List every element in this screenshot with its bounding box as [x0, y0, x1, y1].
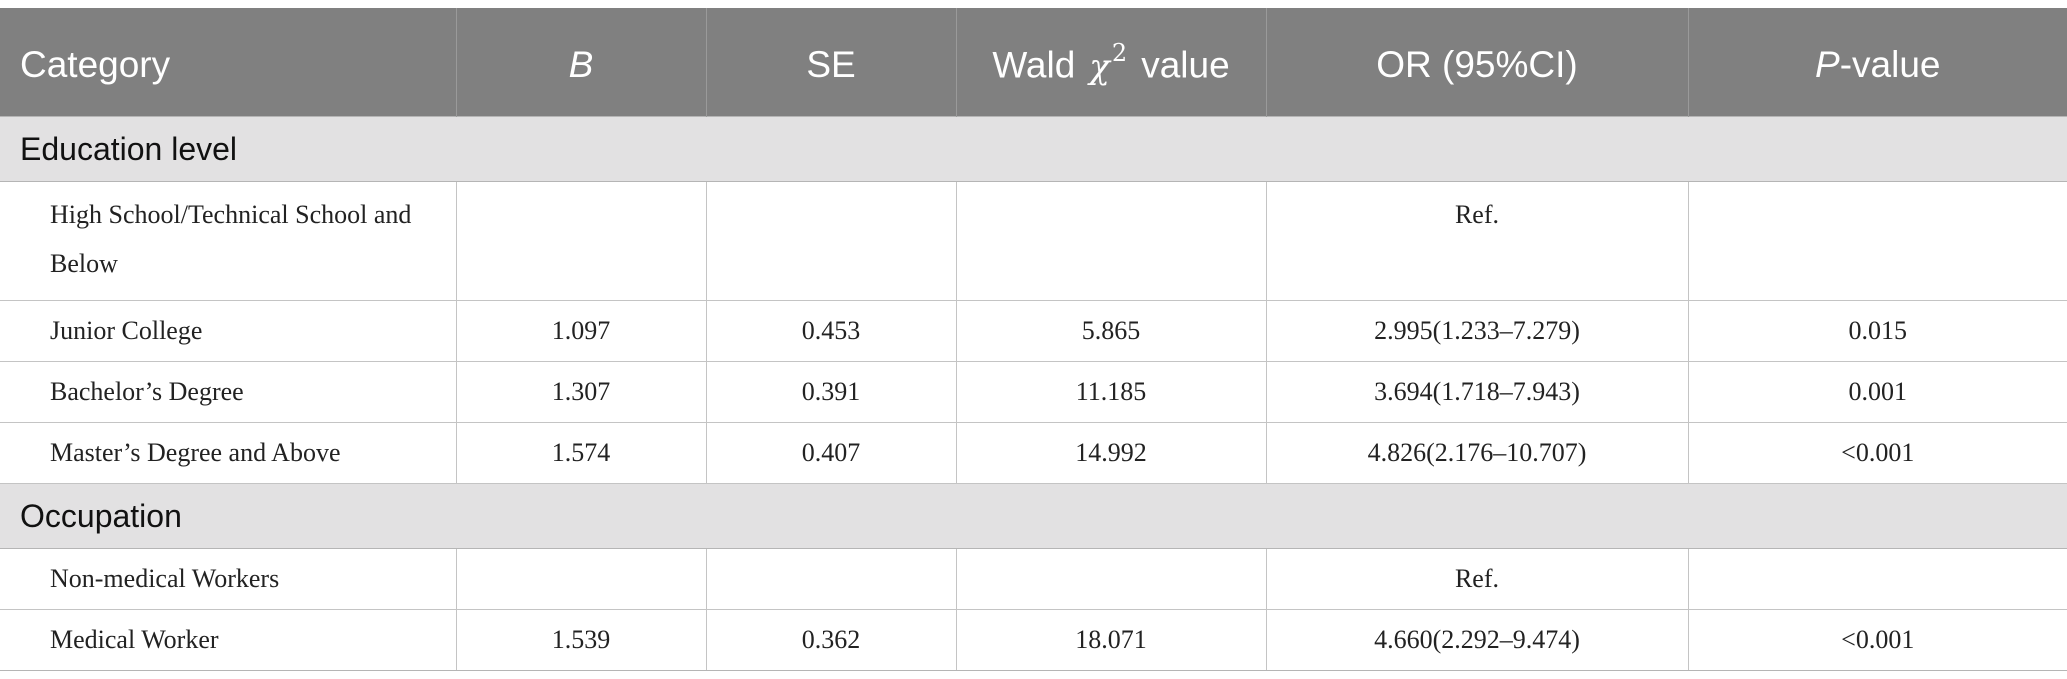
- cell-wald: [956, 181, 1267, 301]
- cell-wald: 5.865: [956, 300, 1267, 362]
- table-row: Junior College 1.097 0.453 5.865 2.995(1…: [0, 300, 2067, 362]
- section-title: Occupation: [0, 483, 2067, 549]
- table-row: High School/Technical School and Below R…: [0, 181, 2067, 301]
- header-se: SE: [706, 8, 957, 117]
- header-wald-suffix: value: [1141, 44, 1230, 86]
- chi-letter: χ: [1089, 46, 1110, 87]
- cell-b: [456, 181, 707, 301]
- cell-se: 0.453: [706, 300, 957, 362]
- row-label: Bachelor’s Degree: [0, 361, 457, 423]
- cell-b: 1.307: [456, 361, 707, 423]
- cell-or: 4.660(2.292–9.474): [1266, 609, 1689, 671]
- row-label: Medical Worker: [0, 609, 457, 671]
- cell-se: 0.362: [706, 609, 957, 671]
- cell-se: 0.391: [706, 361, 957, 423]
- table-row: Medical Worker 1.539 0.362 18.071 4.660(…: [0, 609, 2067, 671]
- row-label: Non-medical Workers: [0, 548, 457, 610]
- header-wald-chi-symbol: χ2: [1089, 39, 1127, 87]
- header-p-symbol: P: [1815, 44, 1840, 85]
- table-row: Non-medical Workers Ref.: [0, 548, 2067, 610]
- cell-or: Ref.: [1266, 181, 1689, 301]
- cell-or: 4.826(2.176–10.707): [1266, 422, 1689, 484]
- cell-p: <0.001: [1688, 609, 2067, 671]
- cell-wald: 11.185: [956, 361, 1267, 423]
- header-wald-prefix: Wald: [992, 44, 1076, 86]
- header-p: P-value: [1688, 8, 2067, 117]
- section-row-occupation: Occupation: [0, 483, 2067, 549]
- cell-or: 3.694(1.718–7.943): [1266, 361, 1689, 423]
- cell-p: 0.001: [1688, 361, 2067, 423]
- row-label: Junior College: [0, 300, 457, 362]
- table-body: Education level High School/Technical Sc…: [0, 116, 2067, 671]
- table-header: Category B SE Wald χ2 value OR (95%CI) P-v…: [0, 8, 2067, 117]
- cell-wald: 18.071: [956, 609, 1267, 671]
- header-wald: Wald χ2 value: [956, 8, 1267, 117]
- header-row: Category B SE Wald χ2 value OR (95%CI) P-v…: [0, 8, 2067, 117]
- table-row: Master’s Degree and Above 1.574 0.407 14…: [0, 422, 2067, 484]
- cell-p: [1688, 548, 2067, 610]
- header-b: B: [456, 8, 707, 117]
- cell-b: 1.574: [456, 422, 707, 484]
- header-category: Category: [0, 8, 457, 117]
- row-label: Master’s Degree and Above: [0, 422, 457, 484]
- header-p-suffix: -value: [1839, 44, 1941, 85]
- cell-wald: 14.992: [956, 422, 1267, 484]
- cell-se: 0.407: [706, 422, 957, 484]
- cell-p: <0.001: [1688, 422, 2067, 484]
- cell-or: Ref.: [1266, 548, 1689, 610]
- section-title: Education level: [0, 116, 2067, 182]
- section-row-education: Education level: [0, 116, 2067, 182]
- cell-se: [706, 548, 957, 610]
- cell-or: 2.995(1.233–7.279): [1266, 300, 1689, 362]
- regression-table: Category B SE Wald χ2 value OR (95%CI) P-v…: [0, 8, 2067, 671]
- cell-wald: [956, 548, 1267, 610]
- cell-p: 0.015: [1688, 300, 2067, 362]
- table-row: Bachelor’s Degree 1.307 0.391 11.185 3.6…: [0, 361, 2067, 423]
- chi-exponent: 2: [1111, 39, 1128, 68]
- cell-b: 1.097: [456, 300, 707, 362]
- cell-p: [1688, 181, 2067, 301]
- header-b-label: B: [568, 44, 594, 85]
- cell-b: [456, 548, 707, 610]
- header-or: OR (95%CI): [1266, 8, 1689, 117]
- cell-b: 1.539: [456, 609, 707, 671]
- row-label: High School/Technical School and Below: [0, 181, 457, 301]
- cell-se: [706, 181, 957, 301]
